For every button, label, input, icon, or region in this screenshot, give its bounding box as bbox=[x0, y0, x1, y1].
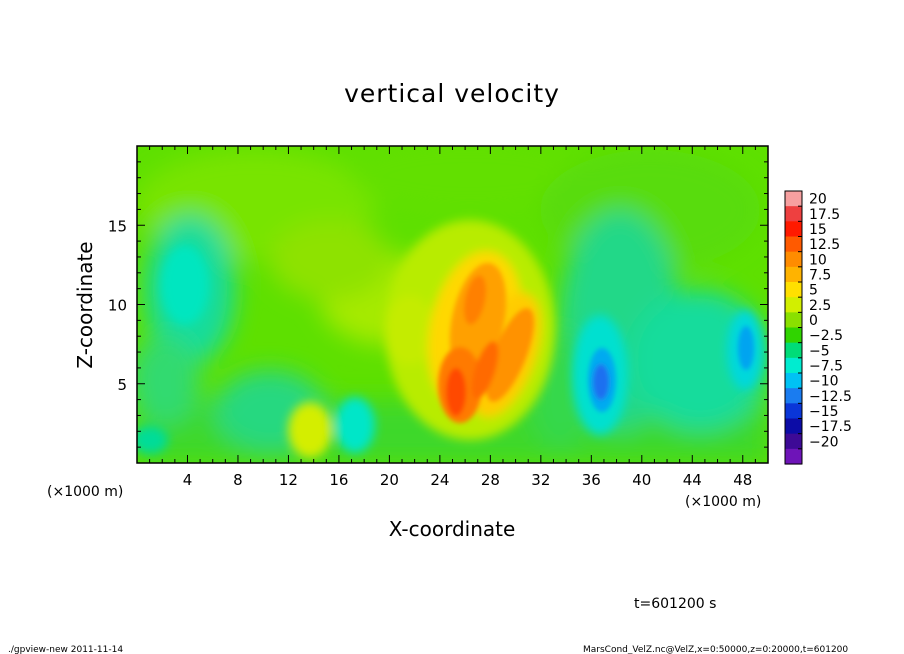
colorbar-label: 0 bbox=[809, 313, 818, 329]
colorbar-swatch bbox=[785, 312, 802, 329]
colorbar-label: 20 bbox=[809, 192, 827, 208]
colorbar-swatch bbox=[785, 266, 802, 283]
x-tick-label: 28 bbox=[481, 471, 500, 489]
colorbar-swatch bbox=[785, 327, 802, 344]
colorbar-swatch bbox=[785, 342, 802, 359]
x-tick-label: 24 bbox=[430, 471, 449, 489]
colorbar-label: 5 bbox=[809, 283, 818, 299]
y-tick-label: 10 bbox=[108, 297, 127, 315]
colorbar-swatch bbox=[785, 388, 802, 404]
colorbar-label: −12.5 bbox=[809, 389, 852, 405]
colorbar-label: −17.5 bbox=[809, 419, 852, 435]
colorbar-label: −7.5 bbox=[809, 358, 843, 374]
colorbar-swatch bbox=[785, 191, 802, 207]
colorbar-label: −10 bbox=[809, 374, 839, 390]
x-tick-label: 48 bbox=[733, 471, 752, 489]
heatmap-field bbox=[137, 146, 768, 463]
colorbar-label: 10 bbox=[809, 252, 827, 268]
colorbar-swatch bbox=[785, 433, 802, 450]
x-axis-label: X-coordinate bbox=[389, 517, 516, 541]
colorbar-swatch bbox=[785, 297, 802, 313]
footer-source: MarsCond_VelZ.nc@VelZ,x=0:50000,z=0:2000… bbox=[583, 645, 848, 654]
colorbar-swatch bbox=[785, 357, 802, 374]
colorbar-label: −2.5 bbox=[809, 328, 843, 344]
footer-program: ./gpview-new 2011-11-14 bbox=[8, 645, 123, 654]
colorbar-swatch bbox=[785, 403, 802, 420]
colorbar-label: 2.5 bbox=[809, 298, 831, 314]
y-axis-label: Z-coordinate bbox=[73, 241, 97, 368]
x-tick-label: 8 bbox=[233, 471, 243, 489]
colorbar-label: −15 bbox=[809, 404, 839, 420]
colorbar-swatch bbox=[785, 236, 802, 253]
y-tick-label: 15 bbox=[108, 217, 127, 235]
colorbar-label: 7.5 bbox=[809, 267, 831, 283]
x-tick-label: 12 bbox=[279, 471, 298, 489]
colorbar-label: 15 bbox=[809, 222, 827, 238]
y-axis: 5 10 15 bbox=[108, 161, 768, 448]
x-tick-label: 16 bbox=[329, 471, 348, 489]
x-tick-label: 32 bbox=[531, 471, 550, 489]
colorbar: 2017.51512.5107.552.50−2.5−5−7.5−10−12.5… bbox=[784, 190, 852, 465]
x-tick-label: 40 bbox=[632, 471, 651, 489]
colorbar-label: 12.5 bbox=[809, 237, 840, 253]
x-axis: 4 8 12 16 20 24 28 32 36 40 44 48 bbox=[149, 146, 756, 489]
x-tick-label: 44 bbox=[683, 471, 702, 489]
colorbar-swatch bbox=[785, 418, 802, 435]
x-tick-label: 4 bbox=[183, 471, 193, 489]
colorbar-label: −20 bbox=[809, 434, 839, 450]
y-axis-unit: (×1000 m) bbox=[685, 494, 761, 510]
colorbar-swatch bbox=[785, 206, 802, 222]
colorbar-label: 17.5 bbox=[809, 207, 840, 223]
x-tick-label: 20 bbox=[380, 471, 399, 489]
colorbar-swatch bbox=[785, 282, 802, 298]
x-axis-unit: (×1000 m) bbox=[47, 484, 123, 500]
colorbar-swatch bbox=[785, 221, 802, 238]
time-label: t=601200 s bbox=[634, 596, 716, 612]
colorbar-swatch bbox=[785, 373, 802, 389]
chart-title: vertical velocity bbox=[344, 79, 560, 108]
colorbar-label: −5 bbox=[809, 343, 830, 359]
colorbar-swatch bbox=[785, 448, 802, 465]
colorbar-swatch bbox=[785, 251, 802, 268]
x-tick-label: 36 bbox=[582, 471, 601, 489]
y-tick-label: 5 bbox=[117, 376, 127, 394]
